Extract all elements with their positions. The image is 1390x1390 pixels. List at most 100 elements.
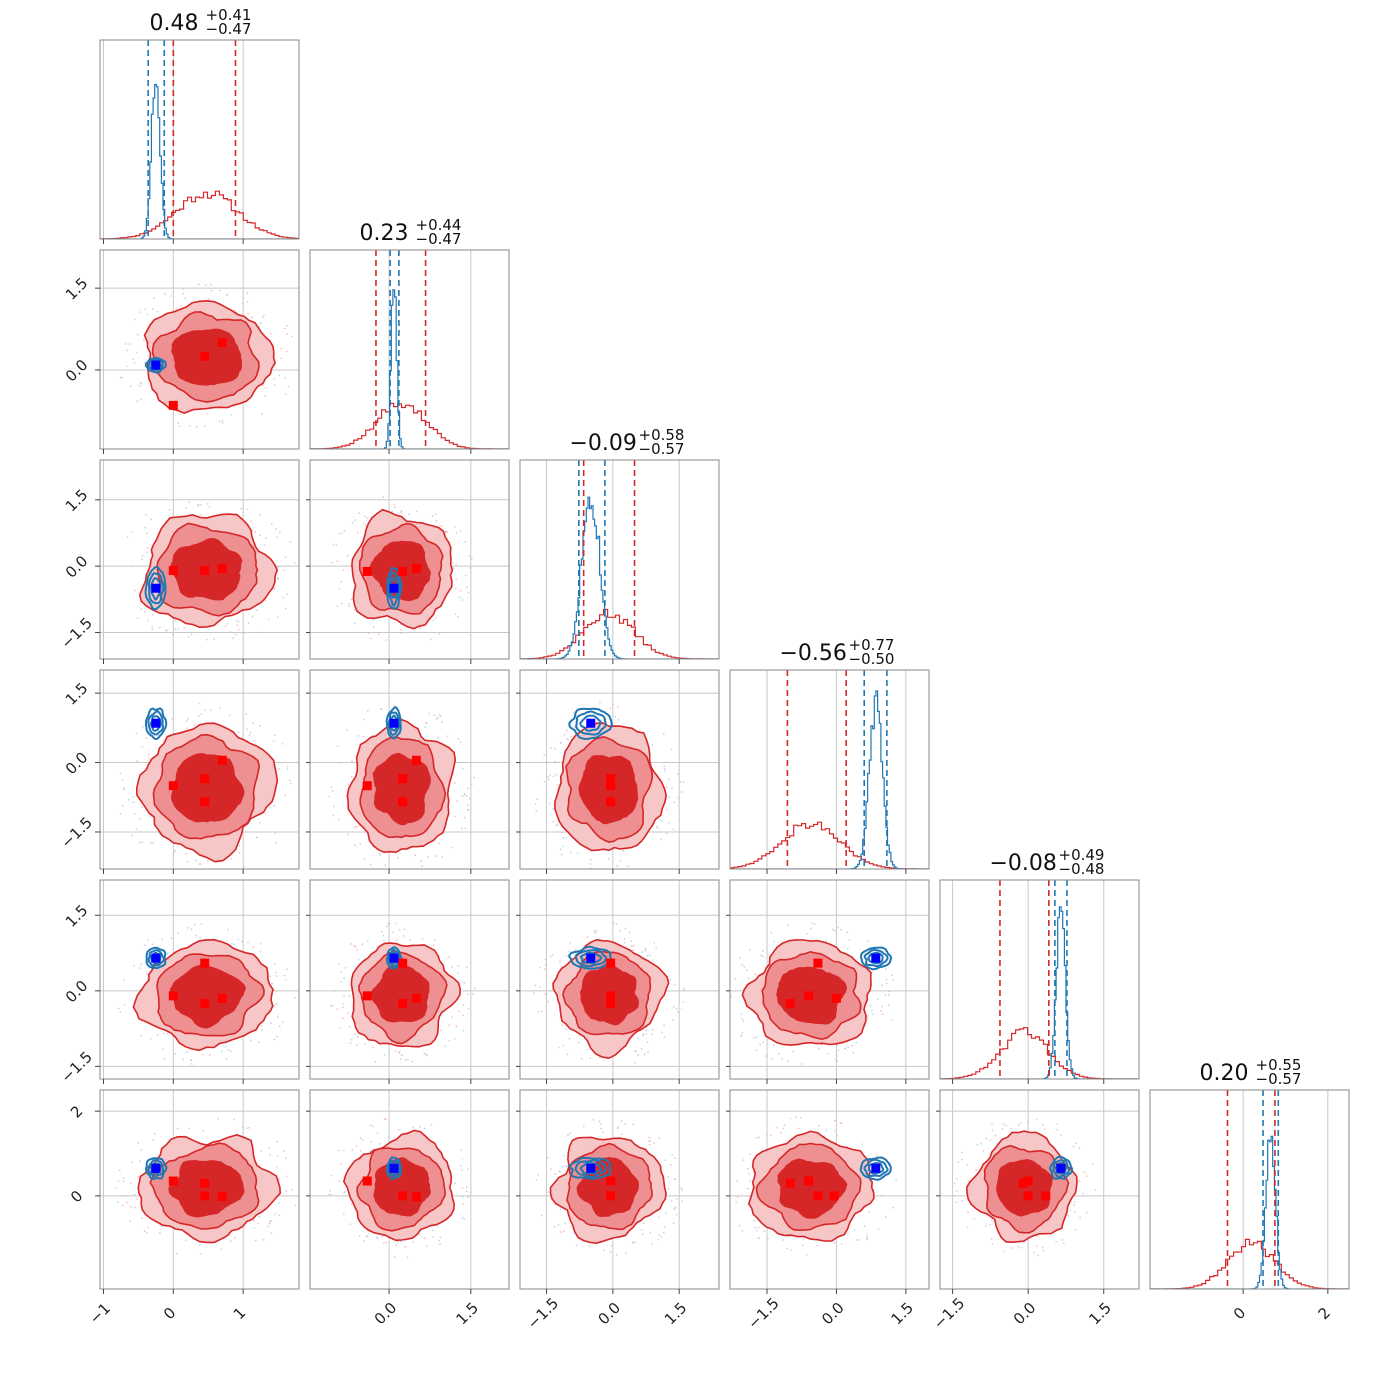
sample-dot <box>547 1000 550 1003</box>
sample-dot <box>328 1193 331 1196</box>
sample-dot <box>672 1019 674 1022</box>
sample-dot <box>258 534 261 537</box>
sample-dot <box>270 1022 273 1024</box>
sample-dot <box>356 949 359 952</box>
sample-dot <box>336 745 339 747</box>
red-marker <box>168 1176 178 1186</box>
sample-dot <box>284 794 287 797</box>
sample-dot <box>141 725 144 728</box>
sample-dot <box>539 985 542 988</box>
sample-dot <box>576 852 579 855</box>
sample-dot <box>434 616 437 619</box>
sample-dot <box>783 1124 786 1127</box>
sample-dot <box>382 934 385 937</box>
sample-dot <box>350 1202 353 1205</box>
contour-panel-3-0 <box>95 669 300 874</box>
sample-dot <box>666 808 669 811</box>
sample-dot <box>549 1168 552 1171</box>
sample-dot <box>570 735 572 738</box>
sample-dot <box>351 760 353 763</box>
sample-dot <box>184 297 187 300</box>
sample-dot <box>967 1180 970 1183</box>
x-tick-label: 0.0 <box>818 1299 848 1329</box>
sample-dot <box>284 556 287 559</box>
sample-dot <box>433 714 436 717</box>
sample-dot <box>404 1059 407 1061</box>
sample-dot <box>246 292 248 294</box>
blue-marker <box>389 718 399 728</box>
sample-dot <box>770 931 773 934</box>
sample-dot <box>1079 1216 1082 1219</box>
sample-dot <box>577 1041 580 1044</box>
sample-dot <box>975 1169 978 1172</box>
sample-dot <box>562 1230 565 1233</box>
red-marker <box>398 797 408 807</box>
sample-dot <box>394 922 397 925</box>
title-minus-error: −0.47 <box>416 230 462 248</box>
sample-dot <box>432 619 435 622</box>
sample-dot <box>330 1005 333 1007</box>
red-marker <box>813 1191 823 1201</box>
sample-dot <box>399 628 402 631</box>
sample-dot <box>549 955 552 958</box>
sample-dot <box>253 740 256 742</box>
sample-dot <box>187 926 190 929</box>
sample-dot <box>398 1051 400 1054</box>
sample-dot <box>615 923 618 926</box>
x-tick-label: 0 <box>160 1304 179 1323</box>
sample-dot <box>144 308 147 311</box>
sample-dot <box>274 1213 276 1216</box>
sample-dot <box>382 496 385 498</box>
sample-dot <box>662 733 665 735</box>
sample-dot <box>426 1245 428 1248</box>
sample-dot <box>241 302 244 305</box>
sample-dot <box>121 1195 124 1197</box>
blue-contour <box>387 711 401 736</box>
sample-dot <box>399 1240 402 1243</box>
sample-dot <box>664 770 666 772</box>
sample-dot <box>175 1252 178 1255</box>
sample-dot <box>753 1220 755 1222</box>
sample-dot <box>148 758 151 760</box>
sample-dot <box>765 1133 768 1135</box>
sample-dot <box>673 1208 676 1211</box>
sample-dot <box>133 361 136 364</box>
sample-dot <box>276 1140 279 1143</box>
sample-dot <box>599 701 601 703</box>
sample-dot <box>589 858 592 861</box>
sample-dot <box>440 525 443 528</box>
sample-dot <box>592 1118 595 1121</box>
red-marker <box>217 338 227 348</box>
sample-dot <box>247 622 250 624</box>
sample-dot <box>738 1224 741 1227</box>
sample-dot <box>283 327 286 330</box>
sample-dot <box>291 335 293 338</box>
sample-dot <box>464 827 467 830</box>
red-marker <box>1023 1176 1033 1186</box>
sample-dot <box>293 562 296 564</box>
x-tick-label: 1.5 <box>1085 1299 1115 1329</box>
sample-dot <box>991 1129 994 1132</box>
sample-dot <box>291 1188 293 1191</box>
sample-dot <box>561 1024 563 1027</box>
sample-dot <box>973 1217 976 1220</box>
sample-dot <box>270 1219 273 1222</box>
x-tick-label: −1 <box>86 1299 114 1327</box>
x-tick-label: −1.5 <box>744 1294 782 1332</box>
sample-dot <box>742 1159 745 1162</box>
sample-dot <box>980 1142 982 1145</box>
sample-dot <box>395 939 398 942</box>
sample-dot <box>275 1003 278 1006</box>
sample-dot <box>330 1174 333 1177</box>
sample-dot <box>840 1122 843 1125</box>
sample-dot <box>650 1033 653 1036</box>
sample-dot <box>403 928 406 931</box>
sample-dot <box>1043 1128 1046 1131</box>
sample-dot <box>351 1149 354 1151</box>
sample-dot <box>682 1000 685 1003</box>
sample-dot <box>543 968 546 971</box>
sample-dot <box>1083 1171 1086 1174</box>
sample-dot <box>748 1172 750 1175</box>
sample-dot <box>673 1177 676 1180</box>
sample-dot <box>338 532 341 535</box>
